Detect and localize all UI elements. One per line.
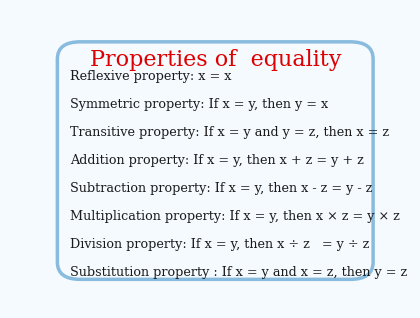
Text: Multiplication property: If x = y, then x × z = y × z: Multiplication property: If x = y, then … [71,210,400,223]
Text: Symmetric property: If x = y, then y = x: Symmetric property: If x = y, then y = x [71,98,329,111]
Text: Subtraction property: If x = y, then x - z = y - z: Subtraction property: If x = y, then x -… [71,182,373,195]
Text: Substitution property : If x = y and x = z, then y = z: Substitution property : If x = y and x =… [71,266,408,279]
Text: Addition property: If x = y, then x + z = y + z: Addition property: If x = y, then x + z … [71,154,364,167]
Text: Transitive property: If x = y and y = z, then x = z: Transitive property: If x = y and y = z,… [71,126,389,139]
Text: Division property: If x = y, then x ÷ z   = y ÷ z: Division property: If x = y, then x ÷ z … [71,238,370,251]
Text: Properties of  equality: Properties of equality [89,49,341,71]
FancyBboxPatch shape [58,42,373,279]
Text: Reflexive property: x = x: Reflexive property: x = x [71,70,232,83]
